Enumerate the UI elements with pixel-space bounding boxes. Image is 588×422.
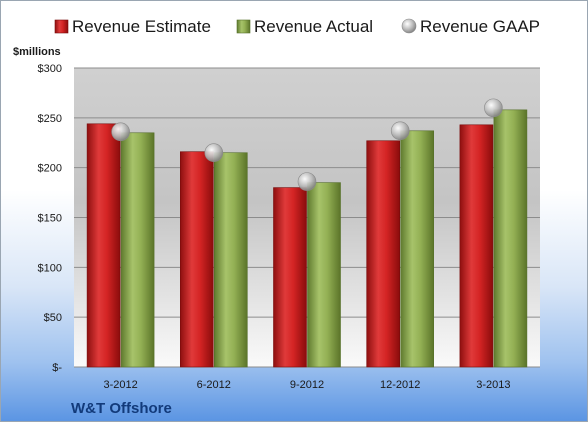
y-tick-label: $50 bbox=[44, 312, 62, 324]
x-tick-label: 3-2012 bbox=[103, 379, 137, 391]
legend: Revenue Estimate Revenue Actual Revenue … bbox=[54, 17, 540, 36]
x-tick-label: 12-2012 bbox=[380, 379, 420, 391]
y-tick-label: $200 bbox=[38, 163, 62, 175]
y-axis-unit-label: $millions bbox=[13, 46, 61, 58]
x-tick-label: 3-2013 bbox=[476, 379, 510, 391]
bar-revenue-actual-12-2012 bbox=[400, 130, 435, 368]
bar-revenue-estimate-9-2012 bbox=[273, 187, 307, 368]
company-name: W&T Offshore bbox=[71, 400, 172, 417]
bars bbox=[86, 109, 528, 368]
marker-revenue-gaap-6-2012 bbox=[204, 143, 224, 163]
legend-label-revenue-actual: Revenue Actual bbox=[254, 17, 373, 36]
legend-swatch-revenue-actual bbox=[236, 19, 251, 34]
y-tick-label: $100 bbox=[38, 262, 62, 274]
y-tick-label: $250 bbox=[38, 113, 62, 125]
marker-revenue-gaap-12-2012 bbox=[390, 121, 410, 141]
bar-revenue-estimate-6-2012 bbox=[180, 151, 214, 368]
legend-swatch-revenue-gaap bbox=[401, 18, 417, 34]
x-tick-label: 9-2012 bbox=[290, 379, 324, 391]
x-axis-ticks: 3-2012 6-2012 9-2012 12-2012 3-2013 bbox=[103, 379, 510, 391]
bar-revenue-estimate-3-2013 bbox=[459, 124, 494, 368]
y-axis-ticks: $- $50 $100 $150 $200 $250 $300 bbox=[38, 63, 63, 374]
bar-revenue-actual-3-2013 bbox=[493, 109, 528, 368]
gaap-markers bbox=[111, 98, 503, 191]
x-tick-label: 6-2012 bbox=[197, 379, 231, 391]
marker-revenue-gaap-3-2013 bbox=[484, 98, 503, 118]
bar-revenue-actual-3-2012 bbox=[120, 132, 155, 368]
bar-revenue-actual-6-2012 bbox=[214, 152, 248, 368]
legend-label-revenue-gaap: Revenue GAAP bbox=[420, 17, 540, 36]
y-tick-label: $300 bbox=[38, 63, 62, 75]
y-tick-label: $150 bbox=[38, 213, 62, 225]
marker-revenue-gaap-9-2012 bbox=[297, 172, 317, 191]
bar-revenue-actual-9-2012 bbox=[307, 182, 341, 368]
legend-swatch-revenue-estimate bbox=[54, 19, 69, 34]
marker-revenue-gaap-3-2012 bbox=[111, 122, 130, 142]
y-tick-label: $- bbox=[52, 362, 62, 374]
bar-revenue-estimate-12-2012 bbox=[366, 140, 401, 368]
bar-revenue-estimate-3-2012 bbox=[86, 123, 121, 368]
legend-label-revenue-estimate: Revenue Estimate bbox=[72, 17, 211, 36]
